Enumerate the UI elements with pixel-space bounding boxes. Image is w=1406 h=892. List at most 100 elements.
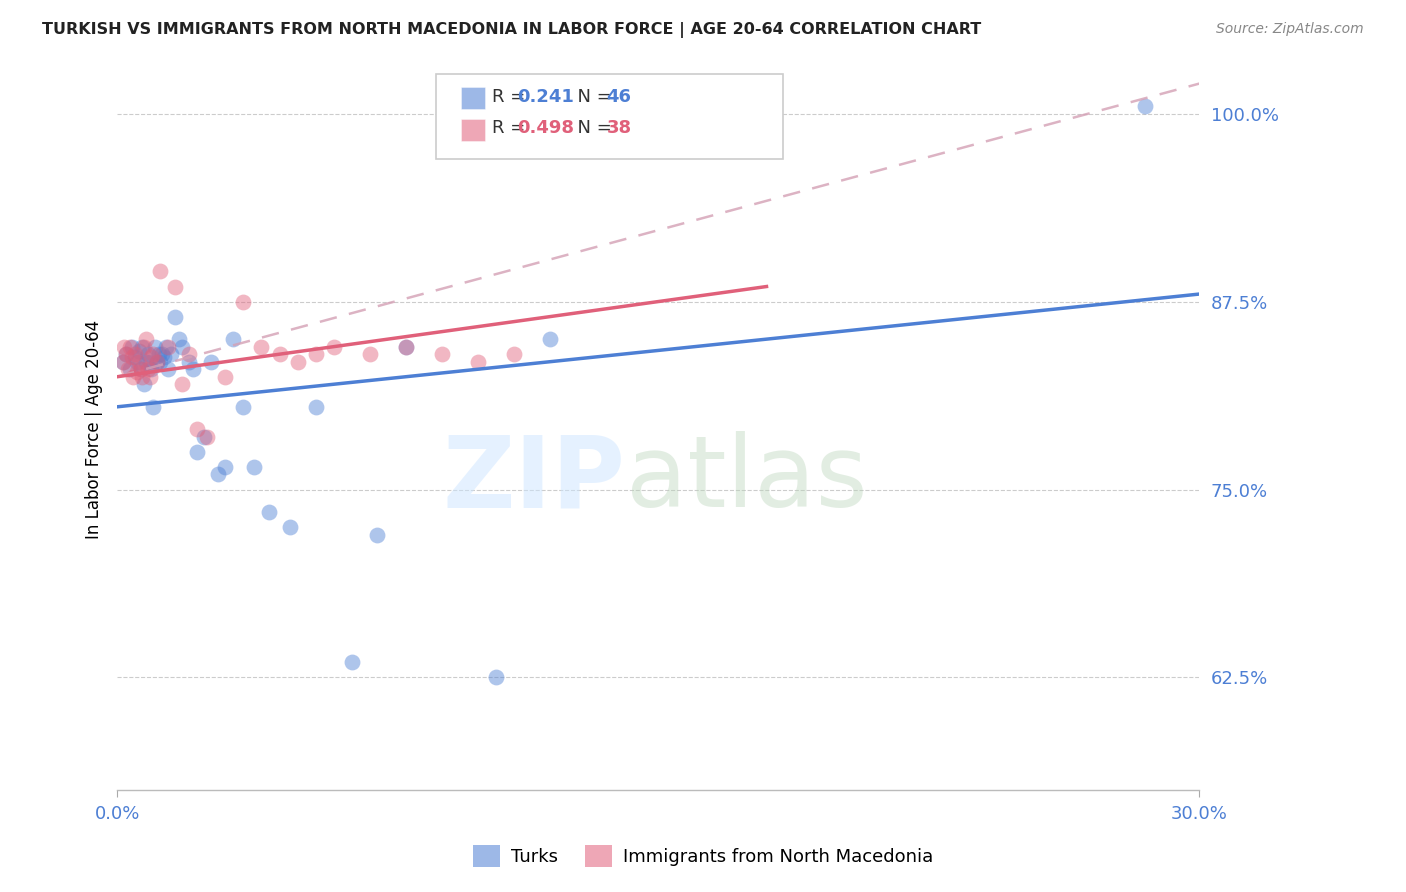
Point [304, 347, 326, 361]
Point [304, 400, 326, 414]
Point [121, 340, 143, 354]
Point [503, 347, 526, 361]
Text: TURKISH VS IMMIGRANTS FROM NORTH MACEDONIA IN LABOR FORCE | AGE 20-64 CORRELATIO: TURKISH VS IMMIGRANTS FROM NORTH MACEDON… [42, 22, 981, 38]
Point [111, 354, 134, 368]
Point [287, 354, 309, 368]
Point [257, 505, 280, 519]
FancyBboxPatch shape [436, 73, 783, 159]
Point [118, 362, 141, 376]
Point [467, 354, 489, 368]
Point [322, 340, 344, 354]
Y-axis label: In Labor Force | Age 20-64: In Labor Force | Age 20-64 [86, 320, 103, 539]
Point [207, 467, 229, 482]
Point [148, 347, 170, 361]
Point [134, 340, 156, 354]
Text: R =: R = [492, 87, 530, 105]
Point [125, 365, 148, 379]
Point [142, 347, 165, 361]
Text: N =: N = [567, 87, 617, 105]
Point [395, 340, 418, 354]
Point [430, 347, 453, 361]
Point [129, 362, 152, 376]
Point [125, 354, 148, 368]
Point [163, 279, 186, 293]
FancyBboxPatch shape [461, 87, 485, 109]
Point [232, 294, 254, 309]
Point [200, 354, 222, 368]
Point [134, 377, 156, 392]
Point [243, 459, 266, 474]
Point [115, 347, 138, 361]
Point [146, 354, 169, 368]
Point [138, 369, 160, 384]
Point [1135, 99, 1157, 113]
Point [186, 445, 208, 459]
Point [150, 347, 173, 361]
FancyBboxPatch shape [461, 119, 485, 141]
Point [142, 400, 165, 414]
Point [135, 332, 157, 346]
Point [141, 362, 163, 376]
Point [149, 354, 172, 368]
Point [538, 332, 561, 346]
Text: Source: ZipAtlas.com: Source: ZipAtlas.com [1216, 22, 1364, 37]
Point [136, 362, 159, 376]
Point [131, 340, 153, 354]
Text: N =: N = [567, 120, 617, 137]
Text: 46: 46 [606, 87, 631, 105]
Point [485, 670, 508, 684]
Point [121, 350, 143, 364]
Point [193, 430, 215, 444]
Point [118, 340, 141, 354]
Point [221, 332, 243, 346]
Point [153, 350, 176, 364]
Point [124, 350, 146, 364]
Point [143, 340, 166, 354]
Point [128, 344, 150, 359]
Point [366, 527, 388, 541]
Point [131, 369, 153, 384]
Text: atlas: atlas [626, 432, 868, 528]
Point [117, 362, 139, 376]
Point [129, 362, 152, 376]
Point [124, 347, 146, 361]
Point [232, 400, 254, 414]
Point [359, 347, 381, 361]
Point [179, 347, 201, 361]
Point [395, 340, 418, 354]
Point [214, 369, 236, 384]
Point [214, 459, 236, 474]
Point [135, 354, 157, 368]
Point [172, 377, 194, 392]
Point [111, 354, 134, 368]
Point [179, 354, 201, 368]
Text: 0.498: 0.498 [517, 120, 575, 137]
Point [181, 362, 204, 376]
Point [172, 340, 194, 354]
Point [280, 520, 302, 534]
Point [141, 350, 163, 364]
Point [122, 369, 145, 384]
Text: ZIP: ZIP [443, 432, 626, 528]
Point [155, 340, 177, 354]
Point [149, 264, 172, 278]
Text: 38: 38 [606, 120, 631, 137]
Point [136, 347, 159, 361]
Point [340, 656, 363, 670]
Point [138, 354, 160, 368]
Legend: Turks, Immigrants from North Macedonia: Turks, Immigrants from North Macedonia [465, 838, 941, 874]
Point [250, 340, 273, 354]
Point [163, 310, 186, 324]
Point [146, 354, 169, 368]
Point [186, 422, 208, 436]
Point [115, 347, 138, 361]
Point [167, 332, 190, 346]
Point [269, 347, 291, 361]
Point [156, 340, 179, 354]
Text: 0.241: 0.241 [517, 87, 575, 105]
Point [156, 362, 179, 376]
Point [160, 347, 183, 361]
Point [112, 340, 135, 354]
Text: R =: R = [492, 120, 530, 137]
Point [195, 430, 218, 444]
